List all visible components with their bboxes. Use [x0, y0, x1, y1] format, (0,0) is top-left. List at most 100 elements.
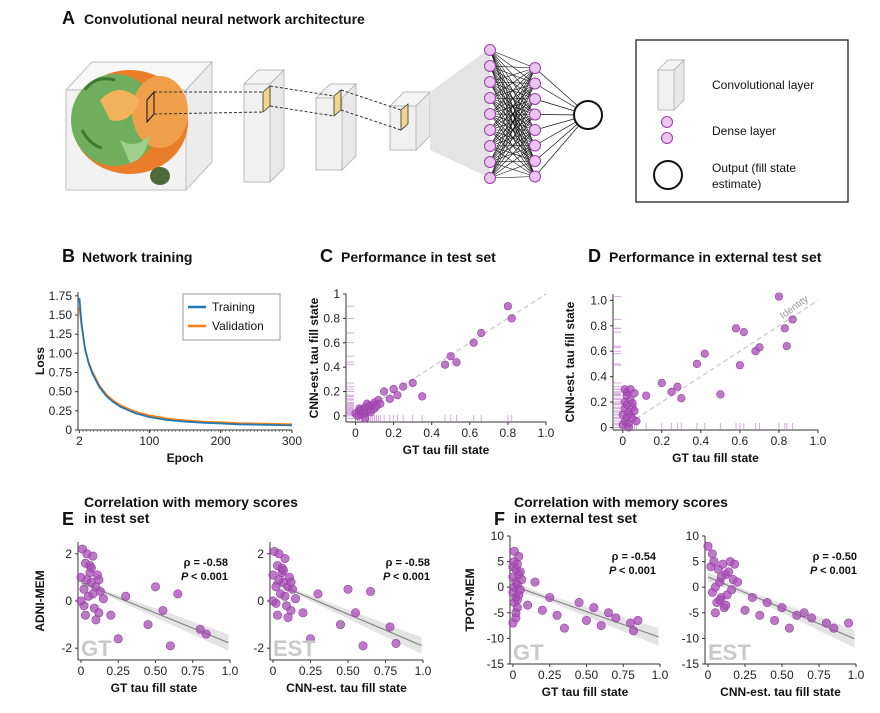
y-tick-label: 0 — [65, 423, 72, 437]
data-point — [91, 615, 101, 625]
x-tick-label: 0.8 — [500, 426, 517, 440]
data-point — [747, 592, 757, 602]
legend-label: Training — [212, 300, 255, 314]
x-tick-label: 1.0 — [538, 426, 555, 440]
x-tick-label: 0.50 — [770, 668, 794, 682]
x-tick-label: 0.6 — [461, 426, 478, 440]
p-symbol: P — [810, 565, 820, 577]
data-point — [633, 615, 643, 625]
confidence-band — [273, 578, 422, 654]
y-axis-label: CNN-est. tau fill state — [307, 297, 321, 418]
rho-value: ρ = -0.58 — [184, 557, 228, 569]
data-point — [517, 575, 527, 585]
p-symbol: P — [383, 571, 393, 583]
data-point — [716, 572, 726, 582]
x-tick-label: 1.0 — [415, 664, 432, 678]
y-tick-label: -15 — [487, 657, 505, 671]
data-point — [730, 559, 740, 569]
data-point — [777, 603, 787, 613]
x-tick-label: 100 — [139, 434, 159, 448]
rho-value: ρ = -0.58 — [386, 557, 430, 569]
legend-conv-label: Convolutional layer — [712, 78, 814, 92]
data-point — [469, 338, 478, 347]
dense-neuron-l1 — [484, 156, 496, 168]
y-tick-label: 0.50 — [49, 385, 73, 399]
flatten-funnel — [430, 48, 490, 178]
data-point — [628, 399, 637, 408]
data-point — [358, 641, 368, 651]
data-point — [703, 541, 713, 551]
dense-network — [484, 44, 603, 184]
data-point — [280, 591, 290, 601]
data-point — [523, 600, 533, 610]
data-point — [143, 620, 153, 630]
panel-c-title: Performance in test set — [341, 249, 496, 265]
confidence-band — [81, 578, 229, 651]
x-tick-label: 0.75 — [181, 664, 205, 678]
x-tick-label: 0.50 — [144, 664, 168, 678]
dense-neuron-l2 — [529, 170, 541, 183]
data-point — [762, 598, 772, 608]
dense-connection — [489, 145, 536, 179]
data-point — [630, 389, 639, 398]
p-threshold: < 0.001 — [393, 571, 430, 583]
data-point — [385, 622, 395, 632]
data-point — [76, 596, 86, 606]
data-point — [727, 585, 737, 595]
data-point — [379, 387, 389, 396]
confidence-band — [512, 581, 659, 646]
x-tick-label: 0 — [705, 668, 712, 682]
data-point — [629, 626, 639, 636]
loss-line-training — [78, 298, 293, 427]
data-point — [731, 324, 741, 333]
x-axis-label: GT tau fill state — [111, 681, 198, 695]
data-point — [589, 603, 599, 613]
data-point — [673, 382, 682, 391]
y-axis-label: TPOT-MEM — [463, 568, 477, 631]
dense-neuron-icon — [661, 116, 673, 128]
data-point — [268, 596, 278, 606]
x-tick-label: 0 — [352, 426, 359, 440]
y-tick-label: 0.4 — [590, 370, 607, 384]
rho-value: ρ = -0.50 — [813, 551, 857, 563]
data-point — [755, 610, 765, 620]
data-point — [286, 577, 296, 587]
x-tick-label: 300 — [282, 434, 302, 448]
data-point — [545, 592, 555, 602]
y-tick-label: 1.75 — [49, 289, 73, 303]
panel-e-title-2: in test set — [84, 510, 150, 526]
dense-neuron-l2 — [529, 139, 541, 152]
data-point — [780, 324, 789, 333]
chart-tpot-mem-est: 0 0.25 0.50 0.75 1.0 -15 -10 -5 0 5 10 CNN-est. tau… — [682, 529, 865, 699]
x-tick-label: 1.0 — [652, 668, 669, 682]
chart-external-test-performance: 0 0.2 0.4 0.6 0.8 1.0 0 0.2 0.4 0.6 0.8 1.0 GT tau f… — [563, 292, 827, 465]
x-tick-label: 0.25 — [107, 664, 131, 678]
data-point — [372, 402, 381, 411]
data-point — [515, 585, 525, 595]
panel-e-letter: E — [62, 509, 74, 529]
data-point — [716, 390, 725, 399]
data-point — [268, 570, 278, 580]
data-point — [365, 587, 375, 597]
p-threshold: < 0.001 — [820, 565, 857, 577]
data-point — [799, 608, 809, 618]
y-tick-label: 0.6 — [590, 344, 607, 358]
data-point — [503, 302, 513, 311]
y-tick-label: -2 — [61, 641, 72, 655]
y-tick-label: 0 — [497, 580, 504, 594]
data-point — [700, 349, 709, 358]
x-tick-label: 0.50 — [336, 664, 360, 678]
data-point — [106, 610, 116, 620]
data-point — [440, 360, 450, 369]
panel-e-title-1: Correlation with memory scores — [84, 494, 298, 510]
y-tick-label: 0.8 — [590, 319, 607, 333]
panel-a-legend: Convolutional layer Dense layer Output (… — [635, 39, 849, 203]
p-threshold: < 0.001 — [191, 571, 228, 583]
panel-f-title-2: in external test set — [514, 510, 637, 526]
data-point — [272, 610, 282, 620]
rho-value: ρ = -0.54 — [612, 551, 657, 563]
data-point — [574, 598, 584, 608]
panel-c-letter: C — [320, 246, 333, 266]
data-point — [121, 591, 131, 601]
cube-side — [185, 60, 213, 192]
